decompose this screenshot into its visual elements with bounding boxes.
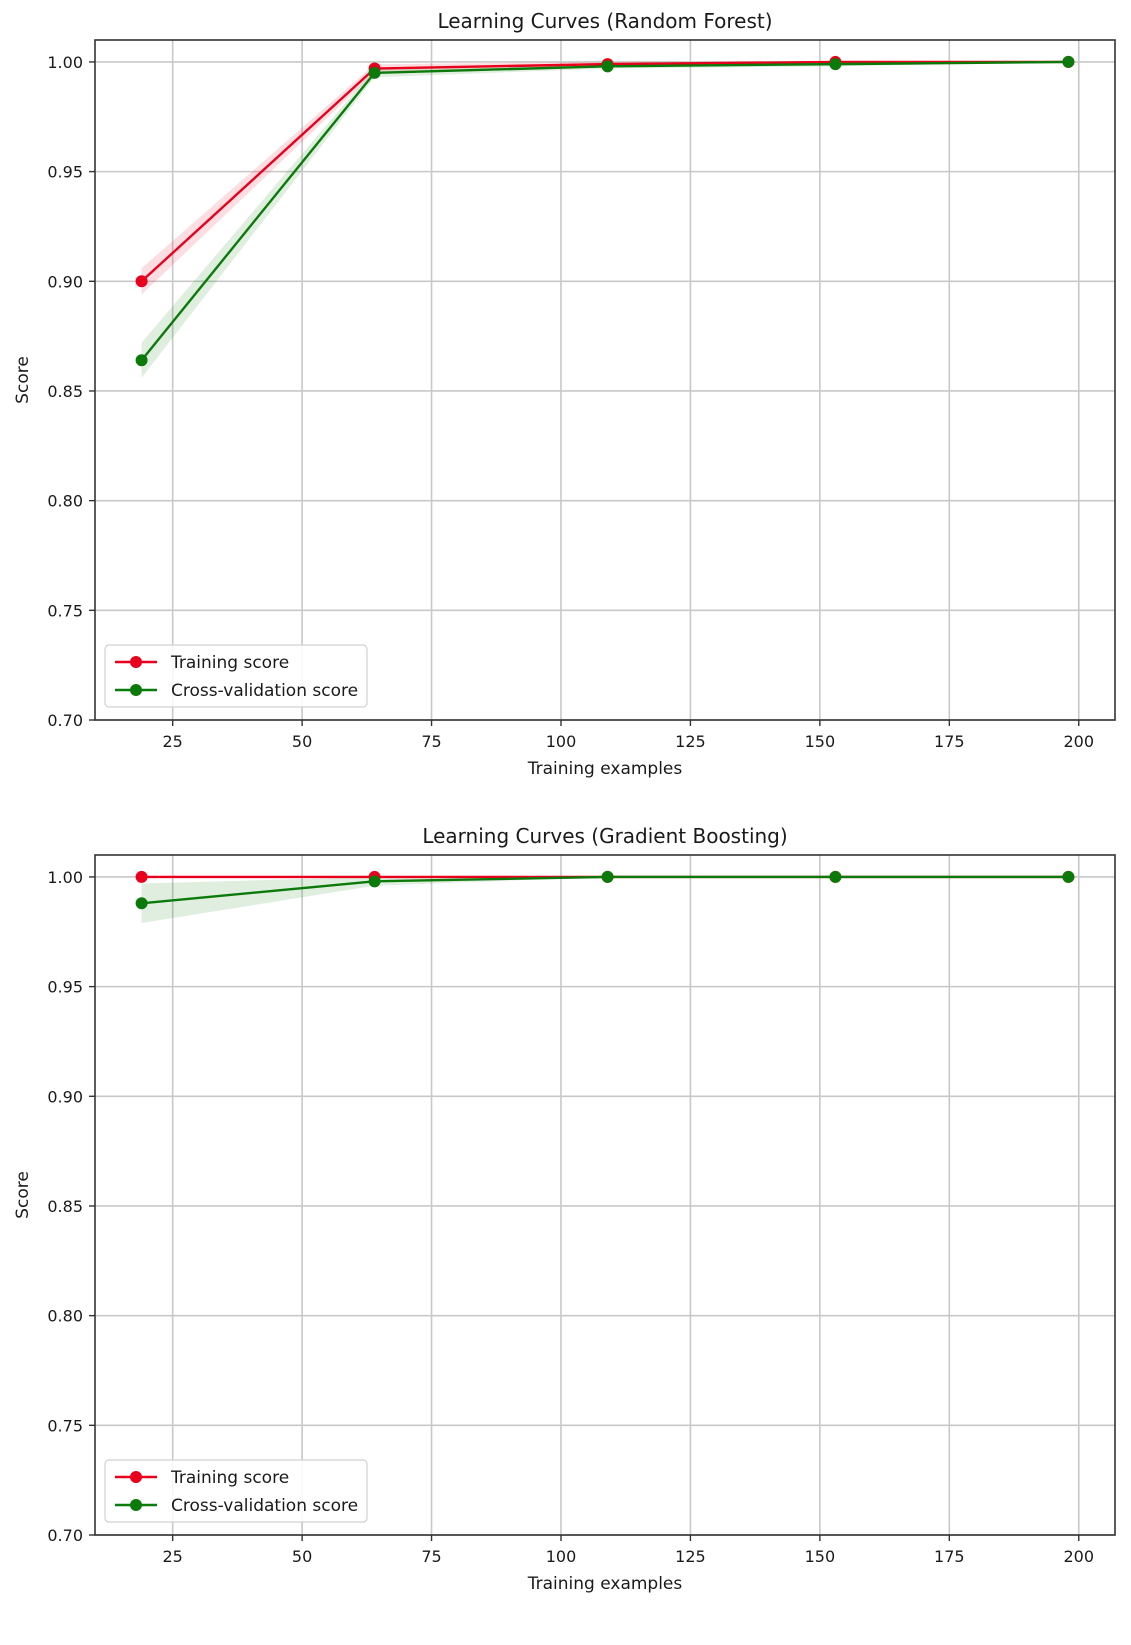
x-axis-label: Training examples (527, 759, 683, 779)
legend-marker (130, 1499, 142, 1511)
data-point (368, 875, 381, 888)
data-point (601, 60, 614, 73)
data-point (601, 870, 614, 883)
y-tick-label: 0.90 (47, 1087, 83, 1106)
plot-frame (94, 854, 1116, 1536)
series-band-0 (141, 61, 1069, 295)
x-tick-label: 100 (546, 732, 577, 751)
legend-label: Cross-validation score (171, 1496, 358, 1516)
data-point (135, 354, 148, 367)
data-point (1062, 870, 1075, 883)
series-band-1 (141, 61, 1069, 378)
x-tick-label: 75 (421, 1547, 441, 1566)
y-tick-label: 0.70 (47, 1526, 83, 1545)
chart-title: Learning Curves (Random Forest) (437, 9, 772, 33)
y-tick-label: 0.90 (47, 272, 83, 291)
x-tick-label: 25 (162, 732, 182, 751)
x-tick-label: 150 (805, 732, 836, 751)
x-tick-label: 200 (1063, 1547, 1094, 1566)
x-tick-label: 25 (162, 1547, 182, 1566)
legend-box (104, 1459, 368, 1523)
y-tick-label: 0.85 (47, 382, 83, 401)
legend-label: Training score (170, 653, 289, 673)
y-axis-label: Score (13, 1171, 33, 1219)
x-tick-label: 100 (546, 1547, 577, 1566)
plot-frame (94, 39, 1116, 721)
y-tick-label: 0.80 (47, 492, 83, 511)
y-tick-label: 1.00 (47, 868, 83, 887)
data-point (829, 58, 842, 71)
chart-gradient-boosting: 25 50 75 100 125 150 175 200 0.70 0.75 0.80 0.85 0.9… (13, 824, 1116, 1594)
y-tick-label: 0.95 (47, 978, 83, 997)
y-tick-label: 1.00 (47, 53, 83, 72)
y-tick-label: 0.85 (47, 1197, 83, 1216)
legend-label: Cross-validation score (171, 681, 358, 701)
legend-label: Training score (170, 1468, 289, 1488)
y-tick-label: 0.75 (47, 1416, 83, 1435)
y-axis-label: Score (13, 356, 33, 404)
chart-random-forest: 25 50 75 100 125 150 175 200 0.70 0.75 0.80 0.85 0.9… (13, 9, 1116, 779)
data-point (368, 66, 381, 79)
x-tick-label: 125 (675, 1547, 706, 1566)
chart-title: Learning Curves (Gradient Boosting) (422, 824, 787, 848)
legend-marker (130, 1471, 142, 1483)
x-tick-label: 75 (421, 732, 441, 751)
y-tick-label: 0.75 (47, 601, 83, 620)
data-point (1062, 55, 1075, 68)
series-line-1 (140, 60, 1069, 362)
data-point (829, 870, 842, 883)
legend-marker (130, 656, 142, 668)
legend-marker (130, 684, 142, 696)
x-tick-label: 175 (934, 732, 965, 751)
x-tick-label: 150 (805, 1547, 836, 1566)
x-tick-label: 175 (934, 1547, 965, 1566)
x-tick-label: 50 (292, 732, 312, 751)
data-point (135, 275, 148, 288)
y-tick-label: 0.95 (47, 163, 83, 182)
data-point (135, 870, 148, 883)
x-tick-label: 50 (292, 1547, 312, 1566)
x-tick-label: 125 (675, 732, 706, 751)
x-tick-label: 200 (1063, 732, 1094, 751)
data-point (135, 897, 148, 910)
x-axis-label: Training examples (527, 1574, 683, 1594)
series-band-1 (141, 876, 1069, 923)
legend-box (104, 644, 368, 708)
y-tick-label: 0.80 (47, 1307, 83, 1326)
y-tick-label: 0.70 (47, 711, 83, 730)
